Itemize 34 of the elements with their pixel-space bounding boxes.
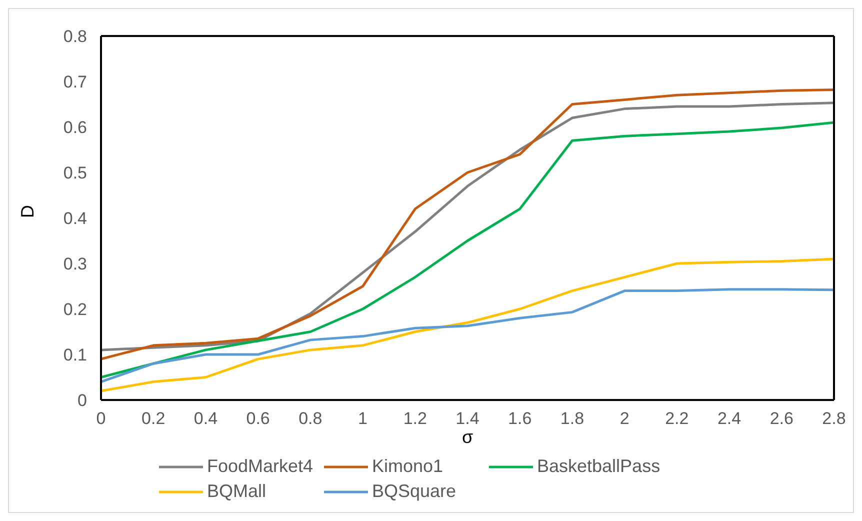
y-tick-label: 0.6 [63,118,87,138]
x-tick-label: 0.2 [142,409,166,428]
x-tick-label: 0 [96,409,106,428]
y-axis-title: D [17,205,38,218]
x-tick-label: 2 [620,409,630,428]
x-axis-title: σ [462,426,474,447]
y-tick-label: 0.1 [63,346,87,365]
x-tick-label: 0.8 [298,409,322,428]
x-tick-label: 1.2 [403,409,427,428]
x-tick-label: 1.8 [560,409,584,428]
line-series [101,288,834,384]
line-series [101,121,834,378]
y-tick-label: 0.5 [63,164,87,183]
legend-label: BasketballPass [537,456,660,477]
legend-label: FoodMarket4 [207,456,314,477]
x-tick-label: 1.4 [456,409,480,428]
x-tick-label: 0.6 [246,409,270,428]
y-tick-label: 0.8 [63,27,87,46]
legend-label: BQSquare [372,481,456,502]
line-series [101,258,834,392]
x-tick-label: 1.6 [508,409,532,428]
y-tick-label: 0.3 [63,254,87,274]
x-tick-label: 2.6 [770,409,794,428]
y-tick-label: 0.2 [63,300,87,320]
y-tick-label: 0 [78,391,87,410]
x-tick-label: 2.2 [665,409,689,428]
x-tick-label: 1 [358,409,368,428]
x-tick-label: 2.4 [717,409,742,428]
y-tick-label: 0.4 [63,209,87,228]
x-tick-label: 0.4 [194,409,218,428]
legend-label: Kimono1 [372,456,444,477]
y-tick-label: 0.7 [63,72,87,92]
legend-label: BQMall [207,481,266,502]
x-tick-label: 2.8 [822,409,846,428]
